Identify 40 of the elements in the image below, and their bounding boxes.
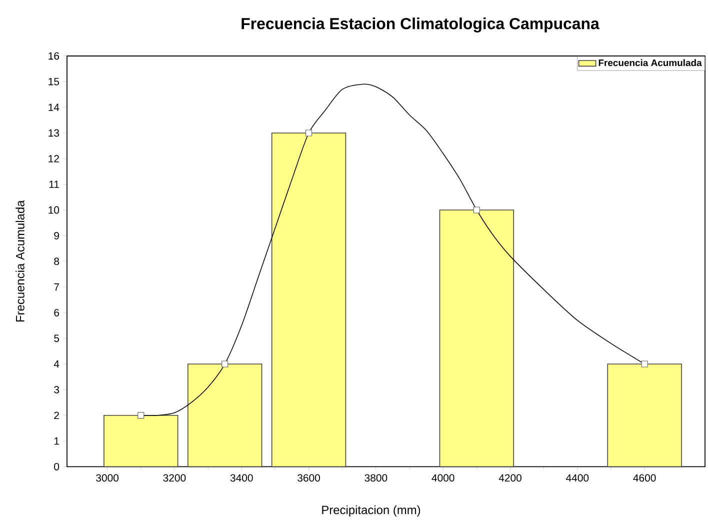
bar <box>187 364 262 468</box>
y-tick-label: 6 <box>54 308 60 316</box>
y-tick-label: 16 <box>48 52 60 60</box>
x-tick-label: 3200 <box>163 474 186 482</box>
y-tick-label: 14 <box>48 104 60 111</box>
x-tick-label: 4600 <box>633 474 656 482</box>
x-tick-label: 3400 <box>230 474 253 482</box>
y-tick-label: 11 <box>49 180 59 188</box>
y-tick-label: 7 <box>54 283 59 291</box>
x-tick-label: 3000 <box>96 474 119 482</box>
y-tick-label: 12 <box>48 155 59 162</box>
y-tick-label: 8 <box>54 258 60 266</box>
chart-title: Frecuencia Estacion Climatologica Campucana <box>242 18 600 32</box>
y-tick-label: 13 <box>48 129 60 137</box>
point <box>138 412 144 419</box>
y-tick-label: 0 <box>54 462 60 470</box>
x-tick-label: 3600 <box>298 474 320 482</box>
bar <box>271 132 346 468</box>
y-tick-label: 1 <box>54 437 59 445</box>
x-tick-label: 3800 <box>364 474 388 482</box>
y-tick-label: 2 <box>54 412 59 419</box>
y-tick-label: 4 <box>54 360 60 368</box>
x-tick-label: 4000 <box>432 474 454 482</box>
bar <box>104 414 178 468</box>
x-axis-title: Precipitacion (mm) <box>322 505 420 517</box>
y-tick-label: 3 <box>54 386 60 394</box>
y-tick-label: 9 <box>54 232 59 240</box>
bar <box>439 210 514 468</box>
x-tick-label: 4200 <box>498 474 522 482</box>
y-tick-label: 15 <box>48 78 60 86</box>
point <box>641 360 648 368</box>
y-tick-label: 5 <box>54 334 60 342</box>
y-axis-title: Frecuencia Acumulada <box>16 200 24 322</box>
legend-label: Frecuencia Acumulada <box>598 59 702 66</box>
point <box>473 206 480 214</box>
bar <box>607 364 682 468</box>
point <box>305 130 312 136</box>
y-tick-label: 10 <box>48 206 60 214</box>
point <box>222 360 228 368</box>
x-tick-label: 4400 <box>566 474 589 482</box>
